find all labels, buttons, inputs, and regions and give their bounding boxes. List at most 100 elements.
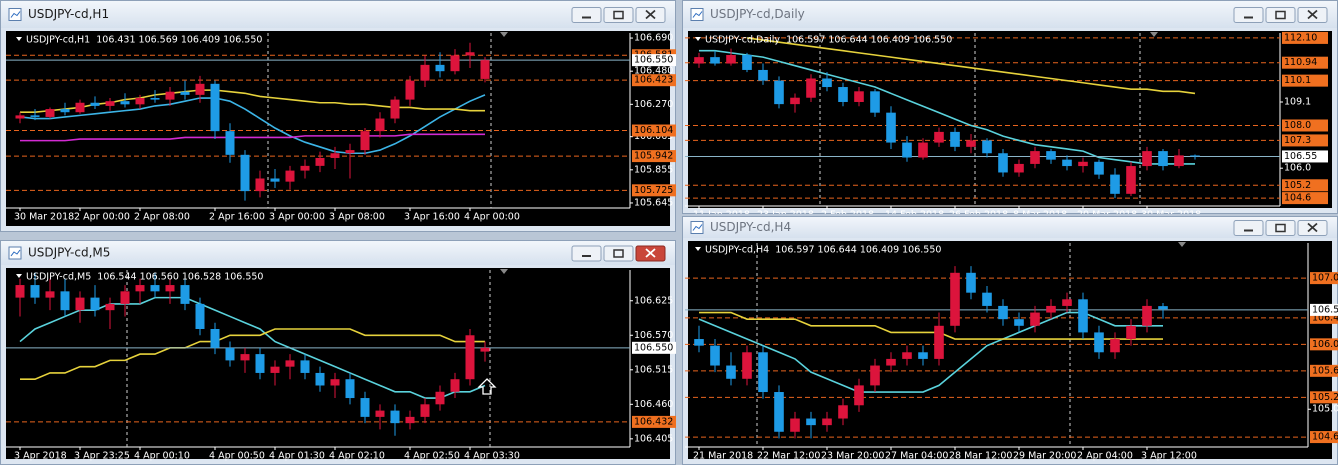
level-label: 106.432 bbox=[634, 416, 673, 427]
moving-average bbox=[20, 133, 485, 142]
candle-body bbox=[120, 101, 130, 105]
window-icon-glyph bbox=[10, 249, 21, 257]
level-label: 104.6 bbox=[1312, 432, 1338, 443]
maximize-button[interactable] bbox=[1265, 7, 1296, 23]
candle-body bbox=[435, 391, 445, 405]
x-tick-label: 4 Apr 01:30 bbox=[269, 451, 325, 462]
shift-marker bbox=[500, 32, 508, 37]
level-label-box bbox=[1282, 56, 1328, 69]
candle-body bbox=[45, 109, 55, 117]
minimize-button[interactable] bbox=[571, 7, 602, 23]
level-label: 106.4 bbox=[1312, 312, 1338, 323]
chart-header: USDJPY-cd,H4 106.597 106.644 106.409 106… bbox=[705, 245, 941, 256]
y-tick-label: 106.460 bbox=[634, 399, 673, 410]
candle-body bbox=[270, 366, 280, 373]
title-bar bbox=[683, 1, 1337, 28]
candle-body bbox=[838, 405, 848, 419]
close-glyph bbox=[645, 9, 656, 20]
candle-body bbox=[120, 291, 130, 304]
candle-body bbox=[1046, 305, 1056, 313]
candle-body bbox=[822, 78, 832, 88]
candle-body bbox=[710, 57, 720, 64]
candle-body bbox=[886, 112, 896, 143]
header-marker bbox=[16, 37, 22, 41]
maximize-button[interactable] bbox=[603, 245, 634, 262]
candle-body bbox=[1126, 325, 1136, 340]
candle-body bbox=[45, 291, 55, 298]
candle-body bbox=[360, 398, 370, 417]
window-title: USDJPY-cd,H1 bbox=[28, 7, 109, 21]
x-tick-label: 4 Apr 00:00 bbox=[464, 212, 520, 223]
candle-body bbox=[195, 83, 205, 95]
window-icon-glyph bbox=[692, 11, 703, 18]
x-tick-label: 3 Apr 00:00 bbox=[269, 212, 325, 223]
level-label: 108.0 bbox=[1284, 120, 1311, 131]
x-tick-label: 4 Apr 00:50 bbox=[209, 451, 265, 462]
candle-body bbox=[982, 140, 992, 154]
candle-body bbox=[950, 272, 960, 326]
chart-area bbox=[6, 268, 670, 459]
level-label-box bbox=[1310, 391, 1338, 404]
minimize-button[interactable] bbox=[571, 245, 602, 262]
candle-body bbox=[240, 154, 250, 192]
y-tick-label: 106.480 bbox=[634, 66, 673, 77]
candle-body bbox=[854, 385, 864, 406]
window-title: USDJPY-cd,M5 bbox=[28, 246, 110, 260]
candle-body bbox=[918, 142, 928, 158]
candle-body bbox=[710, 345, 720, 366]
level-label-box bbox=[1282, 134, 1328, 147]
candle-body bbox=[1110, 174, 1120, 194]
chart-header: USDJPY-cd,M5 106.544 106.560 106.528 106… bbox=[26, 272, 263, 283]
x-tick-label: 8 Mar 2018 bbox=[1013, 210, 1067, 221]
bid-label: 106.550 bbox=[634, 342, 673, 353]
candle-body bbox=[918, 352, 928, 359]
level-label-box bbox=[1282, 119, 1328, 132]
candle-body bbox=[15, 285, 25, 298]
header-marker bbox=[695, 37, 701, 41]
x-tick-label: 4 Apr 03:30 bbox=[464, 451, 520, 462]
moving-average bbox=[746, 37, 1196, 95]
minimize-glyph bbox=[1244, 229, 1253, 232]
candle-body bbox=[806, 78, 816, 98]
candle-body bbox=[742, 54, 752, 70]
candle-body bbox=[822, 418, 832, 426]
candle-body bbox=[420, 64, 430, 81]
minimize-button[interactable] bbox=[1233, 7, 1264, 23]
shift-marker bbox=[500, 269, 508, 274]
bid-label-box bbox=[632, 54, 676, 67]
candle-body bbox=[75, 102, 85, 113]
title-bar bbox=[1, 1, 675, 28]
x-tick-label: 2 Apr 16:00 bbox=[209, 212, 265, 223]
candle-body bbox=[902, 352, 912, 359]
candle-body bbox=[838, 87, 848, 102]
minimize-glyph bbox=[582, 16, 591, 19]
candle-body bbox=[300, 165, 310, 171]
candle-body bbox=[742, 352, 752, 379]
candle-body bbox=[1094, 161, 1104, 175]
x-tick-label: 30 Mar 2018 bbox=[1141, 210, 1201, 221]
candle-body bbox=[330, 379, 340, 386]
candle-body bbox=[240, 354, 250, 361]
candle-body bbox=[15, 115, 25, 119]
candle-body bbox=[886, 358, 896, 366]
candle-body bbox=[982, 292, 992, 306]
maximize-button[interactable] bbox=[603, 7, 634, 23]
candle-body bbox=[435, 64, 445, 72]
candle-body bbox=[165, 285, 175, 292]
minimize-button[interactable] bbox=[1233, 220, 1264, 236]
x-tick-label: 3 Apr 16:00 bbox=[404, 212, 460, 223]
level-label: 112.10 bbox=[1284, 32, 1317, 43]
candle-body bbox=[950, 131, 960, 147]
candle-body bbox=[210, 83, 220, 132]
x-tick-label: 2 Apr 00:00 bbox=[74, 212, 130, 223]
candle-body bbox=[450, 55, 460, 72]
bid-label: 106.55 bbox=[1284, 151, 1317, 162]
candle-body bbox=[1142, 305, 1152, 326]
close-glyph bbox=[645, 248, 656, 258]
candle-body bbox=[1174, 155, 1184, 167]
candle-body bbox=[870, 365, 880, 386]
close-glyph bbox=[1307, 222, 1318, 233]
maximize-button[interactable] bbox=[1265, 220, 1296, 236]
candle-body bbox=[758, 352, 768, 393]
candle-body bbox=[30, 115, 40, 117]
